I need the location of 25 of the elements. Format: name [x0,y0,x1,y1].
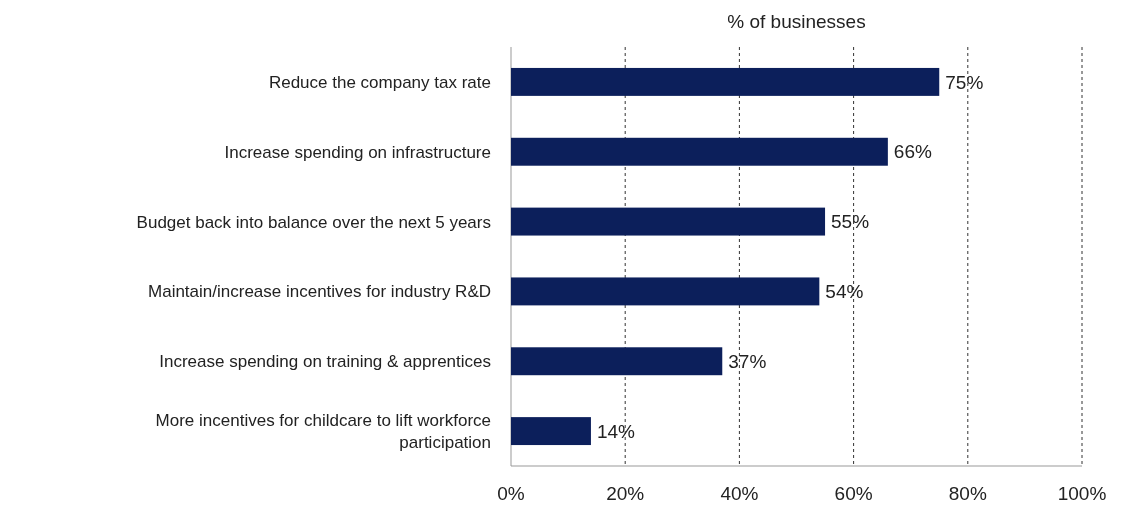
bar [511,137,888,166]
x-tick-label: 60% [834,483,873,504]
bar [511,417,591,446]
data-label: 37% [728,350,767,372]
bar [511,277,820,306]
bar [511,347,723,376]
y-tick-label: Reduce the company tax rate [268,72,491,92]
bar [511,67,940,96]
data-label: 75% [945,71,984,93]
data-label: 54% [825,281,864,303]
y-tick-label: Maintain/increase incentives for industry R&D [148,282,491,302]
y-tick-label: Budget back into balance over the next 5 years [136,212,491,232]
x-tick-label: 0% [497,483,525,504]
y-tick-label: More incentives for childcare to lift workforce participation [155,411,491,453]
x-tick-label: 80% [948,483,987,504]
data-label: 55% [831,211,870,233]
y-tick-label: Increase spending on training & apprentices [159,352,491,372]
x-tick-label: 20% [606,483,645,504]
x-tick-label: 40% [720,483,759,504]
x-tick-label: 100% [1057,483,1107,504]
data-label: 66% [893,141,932,163]
y-tick-label: Increase spending on infrastructure [224,142,491,162]
x-axis-title: % of businesses [727,11,866,32]
bar [511,207,826,236]
data-label: 14% [596,420,636,442]
